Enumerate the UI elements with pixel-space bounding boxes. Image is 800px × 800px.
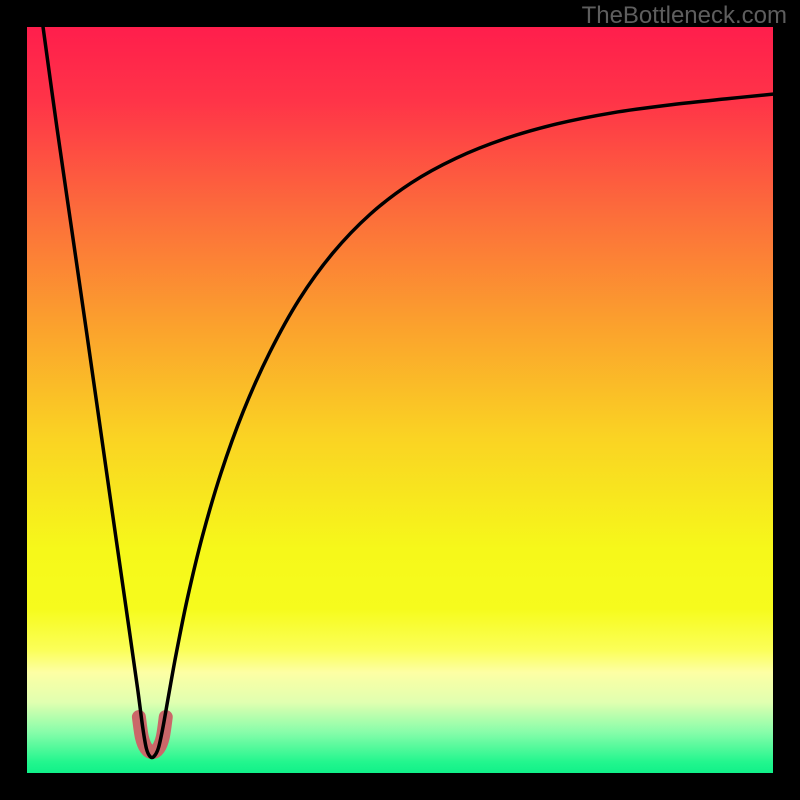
bottleneck-curve [43,27,773,758]
plot-svg-overlay [0,0,800,800]
watermark-text: TheBottleneck.com [582,2,787,30]
chart-stage: TheBottleneck.com [0,0,800,800]
